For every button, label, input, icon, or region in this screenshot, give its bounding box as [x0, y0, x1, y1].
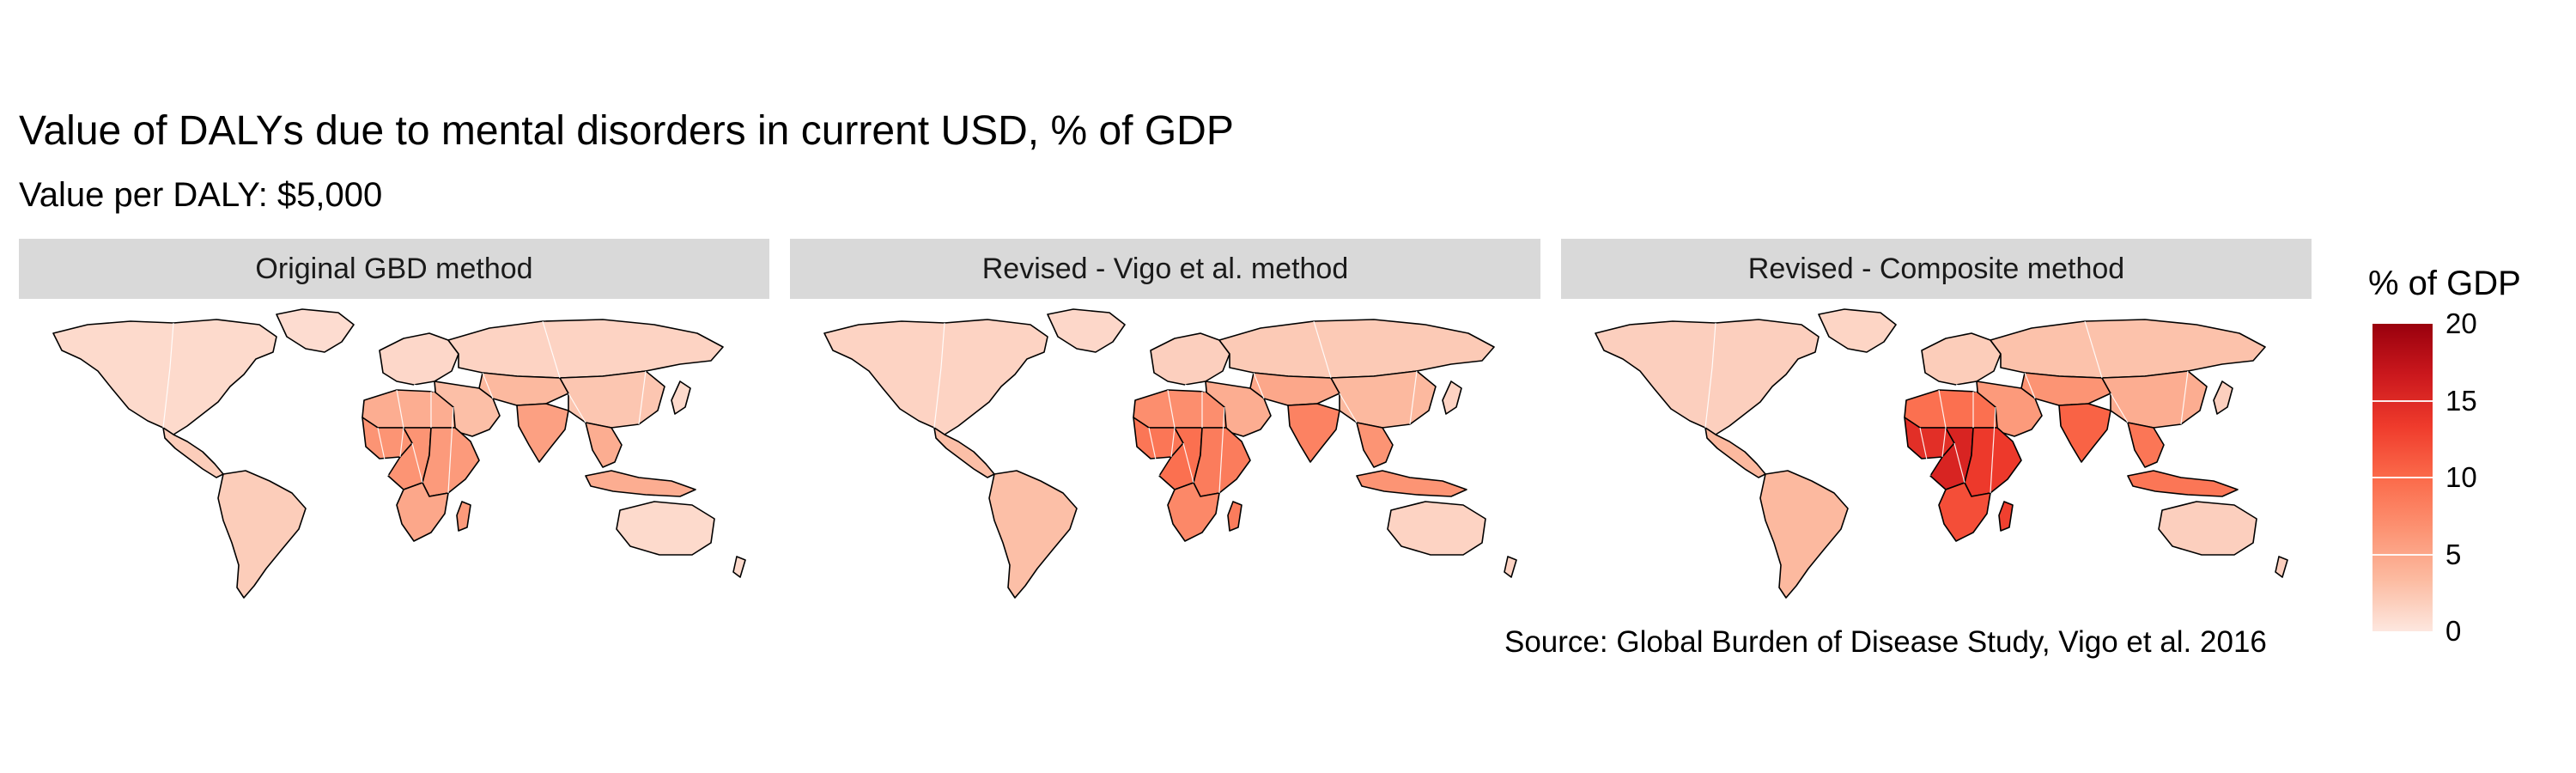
legend-tick-label: 10 [2445, 461, 2477, 493]
region-central-america [933, 427, 995, 478]
country-border [482, 372, 494, 399]
country-border [1919, 427, 1931, 477]
region-russia [447, 319, 724, 379]
region-nz [732, 556, 746, 578]
region-madagascar [1227, 501, 1242, 532]
chart-title: Value of DALYs due to mental disorders i… [19, 108, 1234, 154]
region-europe [379, 332, 459, 386]
country-border [447, 406, 454, 494]
country-border [2024, 372, 2036, 399]
country-border [1182, 442, 1194, 484]
country-border [1953, 442, 1965, 484]
country-border [933, 322, 945, 429]
region-africa-south [396, 482, 449, 542]
country-border [1955, 384, 1978, 393]
region-central-america [162, 427, 224, 478]
region-africa-east [1964, 427, 2022, 497]
region-nz [2275, 556, 2288, 578]
country-border [1148, 427, 1160, 477]
facet-panel-original: Original GBD method [19, 239, 769, 608]
region-russia [1218, 319, 1495, 379]
country-border [413, 384, 435, 393]
region-greenland [276, 308, 355, 353]
country-border [411, 442, 423, 484]
region-japan [1442, 380, 1462, 415]
region-south-asia [2058, 403, 2111, 463]
region-europe [1921, 332, 2002, 386]
region-north-america [52, 319, 277, 435]
region-madagascar [456, 501, 471, 532]
region-africa-east [1193, 427, 1251, 497]
country-border [1704, 322, 1716, 429]
country-border [1167, 389, 1176, 458]
country-border [568, 393, 586, 423]
legend-tick-label: 5 [2445, 538, 2462, 570]
country-border [542, 320, 561, 379]
legend-tick-mark [2372, 477, 2433, 478]
region-australia [2158, 501, 2257, 556]
country-border [2180, 370, 2189, 425]
region-south-america [988, 470, 1078, 599]
region-indonesia [1356, 470, 1467, 497]
region-southeast-asia [2127, 422, 2165, 468]
country-border [1184, 384, 1206, 393]
region-africa-south [1167, 482, 1220, 542]
country-border [162, 322, 174, 429]
region-africa-east [422, 427, 480, 497]
country-border [638, 370, 647, 425]
region-south-america [217, 470, 307, 599]
legend-tick-label: 0 [2445, 615, 2462, 647]
region-greenland [1047, 308, 1126, 353]
region-southeast-asia [1356, 422, 1394, 468]
legend-tick-label: 20 [2445, 307, 2477, 339]
country-border [1218, 406, 1225, 494]
region-north-america [823, 319, 1048, 435]
region-china [2101, 370, 2208, 429]
facet-strip-label: Revised - Composite method [1561, 239, 2312, 299]
facet-strip-label: Original GBD method [19, 239, 769, 299]
region-central-america [1704, 427, 1766, 478]
world-map [823, 308, 1517, 599]
country-border [1409, 370, 1418, 425]
region-africa-south [1938, 482, 1991, 542]
country-border [1253, 372, 1265, 399]
world-map [52, 308, 746, 599]
region-indonesia [2127, 470, 2239, 497]
world-map [1595, 308, 2288, 599]
region-nz [1504, 556, 1517, 578]
region-north-america [1595, 319, 1820, 435]
region-japan [2213, 380, 2233, 415]
region-south-america [1759, 470, 1849, 599]
region-europe [1150, 332, 1230, 386]
country-border [2110, 393, 2129, 423]
chart-subtitle: Value per DALY: $5,000 [19, 176, 383, 214]
legend-tick-mark [2372, 400, 2433, 402]
region-south-asia [516, 403, 569, 463]
legend-title: % of GDP [2368, 265, 2521, 302]
source-note: Source: Global Burden of Disease Study, … [1504, 625, 2267, 659]
country-border [1313, 320, 1332, 379]
country-border [377, 427, 389, 477]
region-south-asia [1287, 403, 1340, 463]
country-border [1990, 406, 1996, 494]
region-indonesia [585, 470, 696, 497]
region-australia [616, 501, 715, 556]
region-australia [1387, 501, 1486, 556]
facet-strip-label: Revised - Vigo et al. method [790, 239, 1540, 299]
region-china [559, 370, 665, 429]
region-china [1330, 370, 1437, 429]
legend-tick-label: 15 [2445, 384, 2477, 417]
legend-tick-mark [2372, 554, 2433, 556]
region-madagascar [1998, 501, 2014, 532]
country-border [1938, 389, 1947, 458]
region-japan [671, 380, 691, 415]
country-border [2084, 320, 2103, 379]
country-border [1339, 393, 1358, 423]
region-southeast-asia [585, 422, 623, 468]
facet-panel-vigo: Revised - Vigo et al. method [790, 239, 1540, 608]
region-russia [1990, 319, 2266, 379]
facet-panel-composite: Revised - Composite method [1561, 239, 2312, 608]
region-greenland [1818, 308, 1897, 353]
country-border [396, 389, 404, 458]
